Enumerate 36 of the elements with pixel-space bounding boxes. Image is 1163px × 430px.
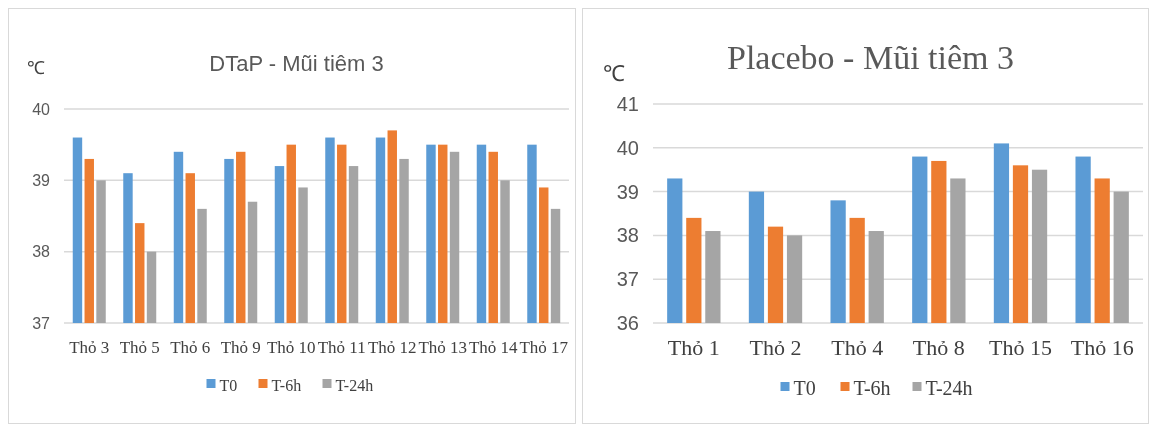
legend-label: T-6h [853,377,891,399]
x-tick-label: Thỏ 5 [119,338,160,357]
x-tick-label: Thỏ 13 [418,338,468,357]
x-tick-label: Thỏ 6 [170,338,211,357]
y-tick-label: 38 [32,243,51,261]
y-axis-title: ℃ [602,61,625,86]
y-tick-label: 37 [616,268,639,291]
x-tick-label: Thỏ 14 [468,338,519,357]
y-tick-label: 40 [616,136,639,159]
legend-label: T-6h [271,376,302,394]
y-tick-label: 39 [32,171,51,189]
x-tick-label: Thỏ 16 [1070,335,1134,360]
y-tick-label: 40 [32,100,51,118]
legend-label: T0 [219,376,238,394]
y-tick-label: 38 [616,224,639,247]
x-tick-label: Thỏ 9 [220,338,261,357]
x-tick-label: Thỏ 1 [667,335,720,360]
y-tick-label: 39 [616,180,639,203]
x-tick-label: Thỏ 12 [367,338,417,357]
legend-label: T-24h [925,377,973,399]
y-axis-title: ℃ [27,58,45,78]
x-tick-label: Thỏ 3 [69,338,110,357]
x-tick-label: Thỏ 11 [317,338,366,357]
y-tick-label: 41 [616,93,639,115]
x-tick-label: Thỏ 2 [749,335,801,360]
chart-title: Placebo - Mũi tiêm 3 [726,39,1014,76]
legend-label: T0 [793,377,816,399]
y-tick-label: 37 [32,314,51,332]
x-tick-label: Thỏ 15 [988,335,1052,360]
x-tick-label: Thỏ 8 [912,335,965,360]
y-tick-label: 36 [616,312,639,334]
chart-title: DTaP - Mũi tiêm 3 [209,51,384,76]
x-tick-label: Thỏ 10 [266,338,316,357]
x-tick-label: Thỏ 4 [830,335,883,360]
legend-label: T-24h [335,376,374,394]
x-tick-label: Thỏ 17 [519,338,569,357]
